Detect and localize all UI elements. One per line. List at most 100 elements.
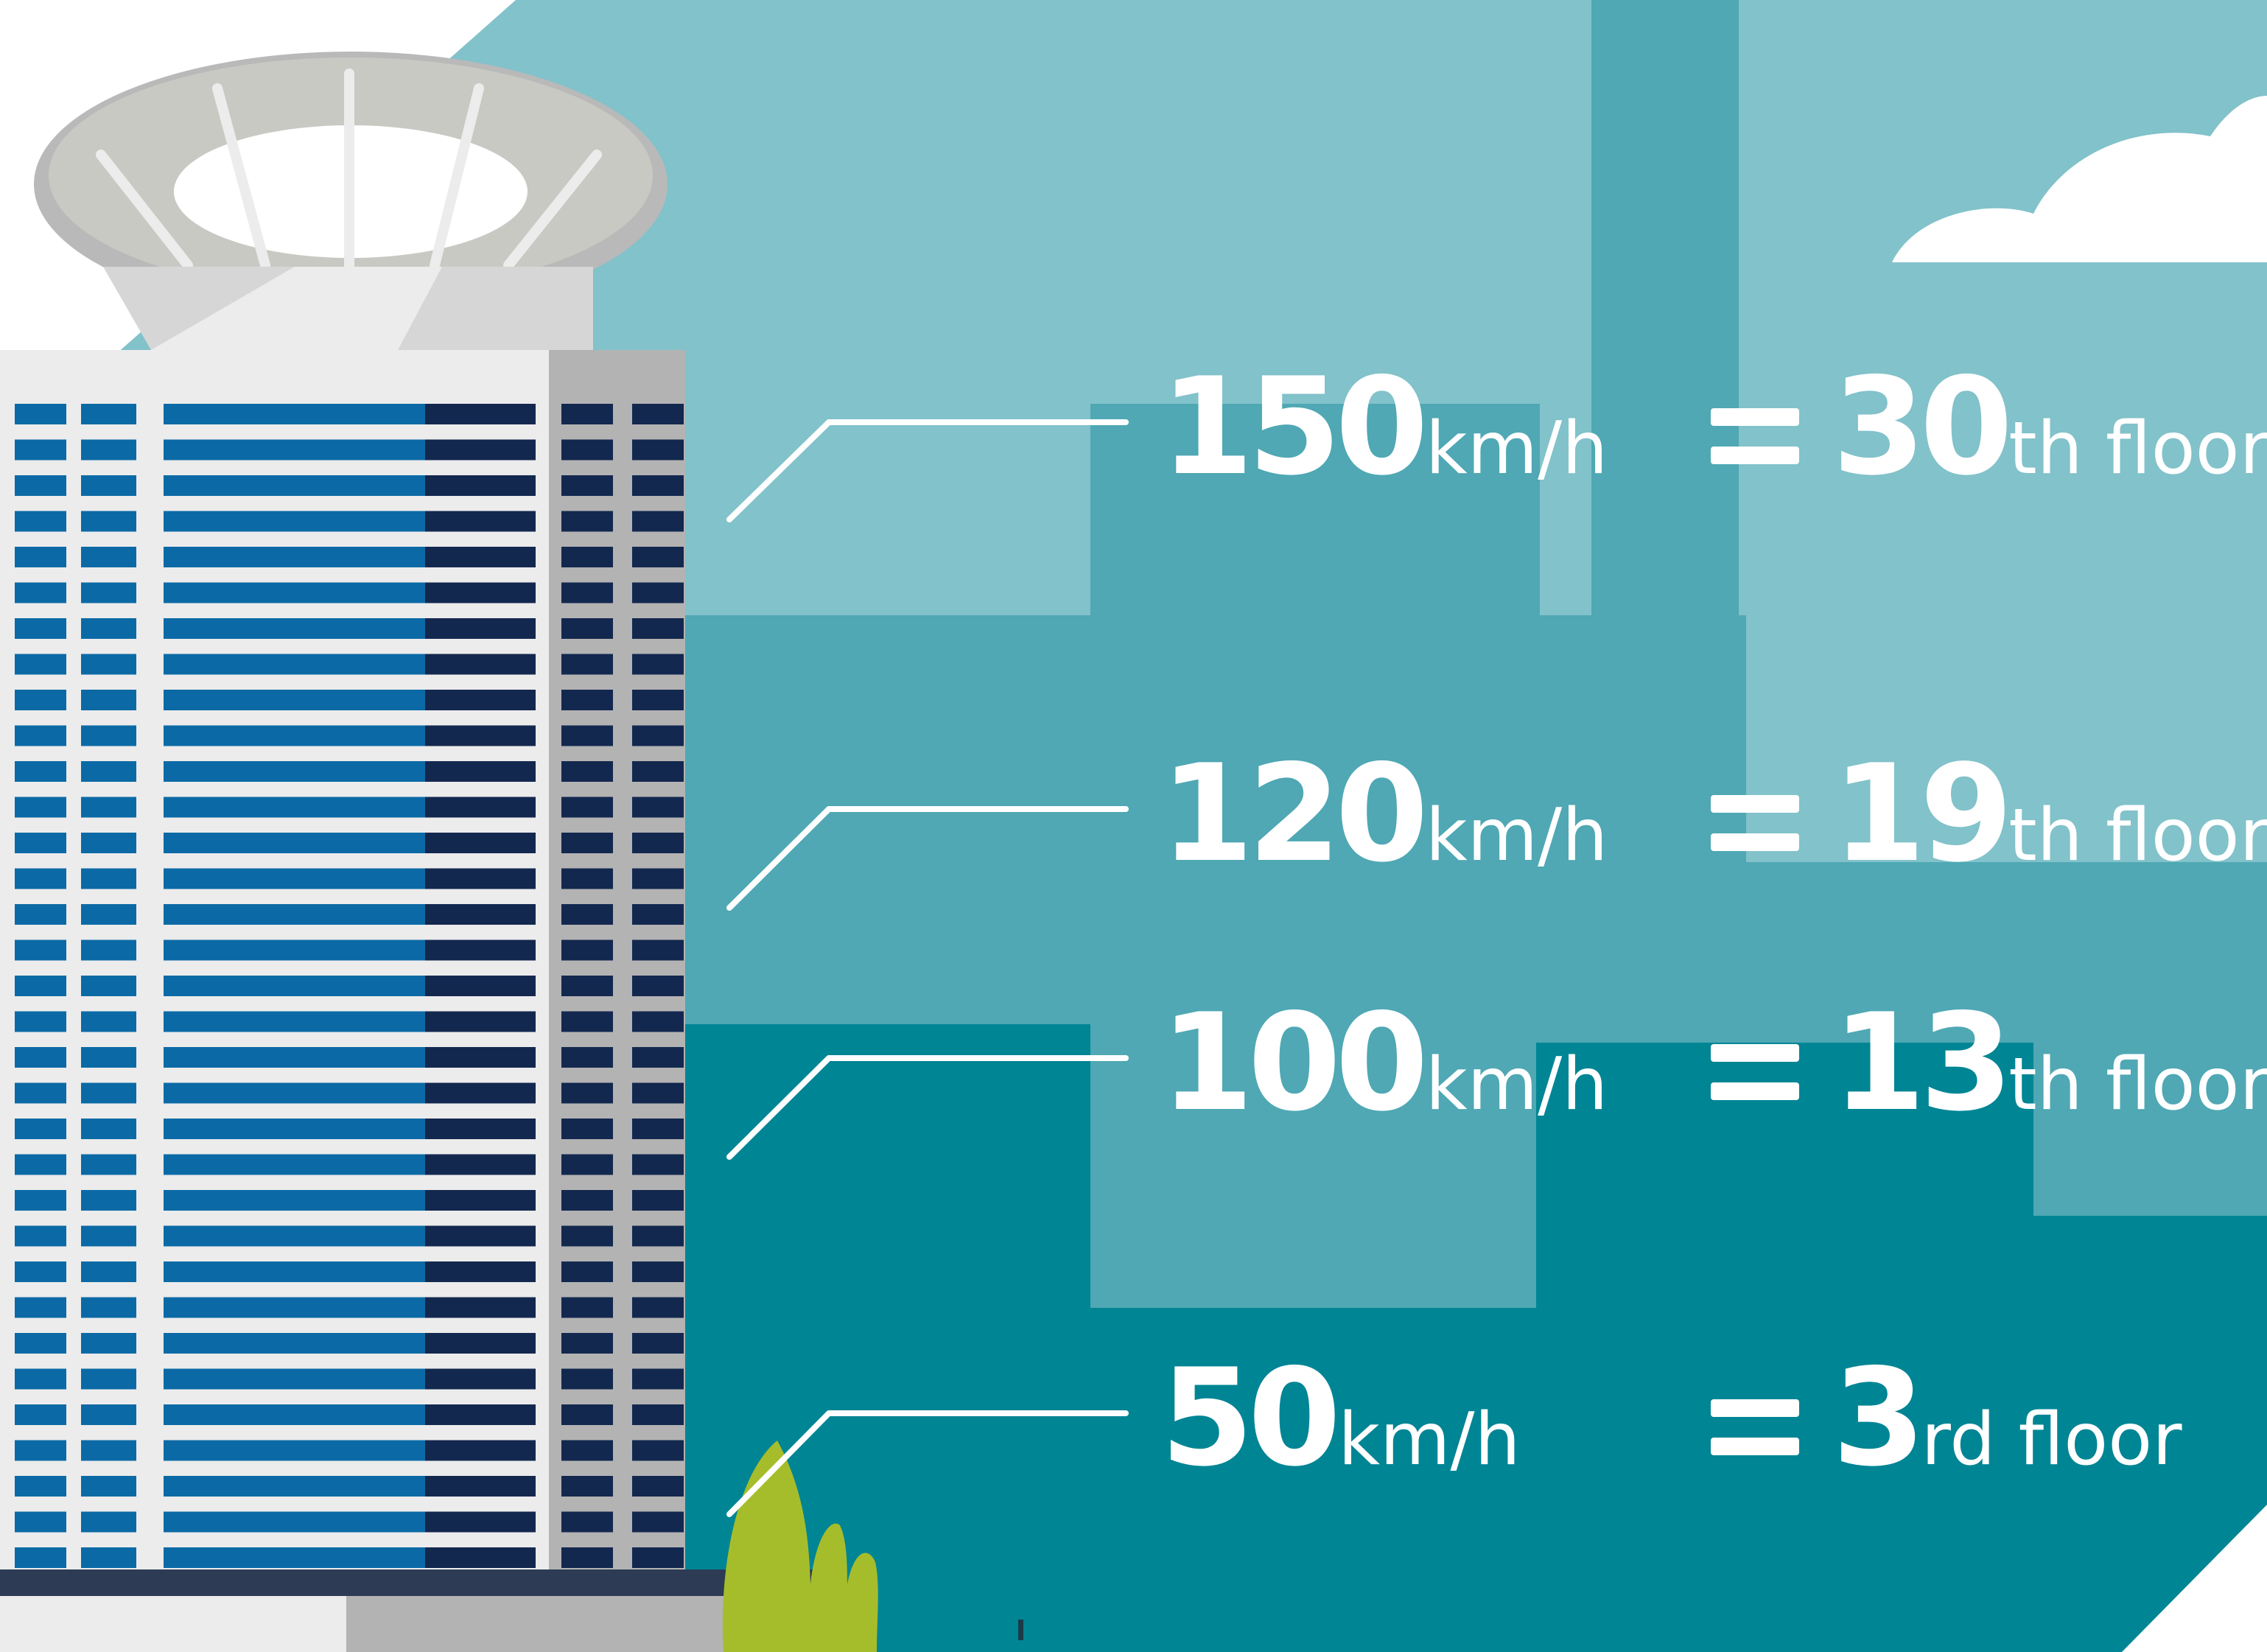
equals-sign	[1711, 795, 1799, 851]
tower-window-strip	[164, 404, 425, 424]
tower-window	[632, 582, 684, 603]
tower-window-strip	[164, 1119, 425, 1139]
cloud	[1892, 96, 2267, 262]
callout-lines	[726, 419, 1129, 1517]
tower-window	[15, 439, 66, 461]
tower-window	[15, 475, 66, 496]
tower-window	[632, 1261, 684, 1282]
equals-sign	[1711, 1399, 1799, 1455]
tower-window-strip	[425, 976, 536, 996]
tower-window	[15, 725, 66, 746]
tower-window	[81, 511, 136, 532]
tower-window	[561, 1368, 613, 1390]
tower-window-strip	[425, 1225, 536, 1247]
tower-window-strip	[425, 868, 536, 889]
speed-unit: km/h	[1425, 1043, 1608, 1127]
tower-window	[561, 833, 613, 853]
speed-unit: km/h	[1338, 1398, 1521, 1482]
tower-window-strip	[425, 618, 536, 639]
tower-window	[15, 976, 66, 996]
tower-window-strip	[425, 582, 536, 603]
tower-window-strip	[164, 1047, 425, 1068]
antenna-spokes	[96, 69, 602, 270]
tower-window	[81, 1190, 136, 1211]
tower-window-strip	[164, 725, 425, 746]
tower-window-strip	[425, 939, 536, 961]
tower-window	[15, 1225, 66, 1247]
tower-window-strip	[425, 1011, 536, 1032]
tower-window-strip	[164, 439, 425, 461]
tower-window	[81, 904, 136, 925]
tower-window	[15, 1154, 66, 1175]
tower-window	[15, 511, 66, 532]
speed-value: 120	[1160, 735, 1429, 892]
tower-window	[15, 1190, 66, 1211]
tower-window-strip	[425, 725, 536, 746]
tower-window	[561, 1190, 613, 1211]
tower-window	[15, 1011, 66, 1032]
tower-window	[561, 1261, 613, 1282]
tower-window-strip	[164, 797, 425, 818]
tower-window	[561, 1547, 613, 1568]
tower-window	[632, 904, 684, 925]
tower-window-strip	[164, 1225, 425, 1247]
tower-window	[81, 618, 136, 639]
tower-window	[632, 976, 684, 996]
tower-window-strip	[425, 404, 536, 424]
tower-window	[561, 1476, 613, 1497]
tower-window-strip	[425, 1119, 536, 1139]
sky-corner-bottom-right	[2122, 1505, 2267, 1652]
equals-bar-top	[1711, 1044, 1799, 1062]
tower-window	[561, 1297, 613, 1318]
tower-window-strip	[425, 1440, 536, 1461]
tower-window	[81, 654, 136, 675]
tower-window-strip	[425, 904, 536, 925]
callout-line-150	[726, 419, 1129, 522]
tower-window-strip	[425, 475, 536, 496]
tower-window	[632, 1547, 684, 1568]
tower-window-strip	[425, 1476, 536, 1497]
tower-window	[15, 547, 66, 567]
tower-window-strip	[425, 1154, 536, 1175]
tower-window-strip	[164, 1261, 425, 1282]
tower-window	[81, 868, 136, 889]
tower-window	[81, 939, 136, 961]
tower-window-strip	[164, 904, 425, 925]
tower-window	[15, 761, 66, 782]
tower-window	[561, 404, 613, 424]
tower-window	[561, 1011, 613, 1032]
floor-suffix: rd floor	[1921, 1398, 2182, 1482]
tower-window	[632, 439, 684, 461]
tower-window	[561, 761, 613, 782]
tower-window	[81, 1297, 136, 1318]
equals-bar-bottom	[1711, 833, 1799, 851]
tower-window	[15, 1511, 66, 1533]
speed-row-100: 100km/h 13th floor	[0, 967, 2267, 1130]
tower-window	[632, 1440, 684, 1461]
tower-window	[81, 1119, 136, 1139]
tower-window	[632, 1047, 684, 1068]
tower-window-strip	[164, 547, 425, 567]
tower-window	[561, 1511, 613, 1533]
tower-window	[15, 1119, 66, 1139]
tower-window-strip	[164, 1404, 425, 1425]
tower-window	[632, 1190, 684, 1211]
tower-window	[561, 475, 613, 496]
tower-window	[632, 1404, 684, 1425]
tower-window	[15, 1368, 66, 1390]
tower-window	[15, 1047, 66, 1068]
tower-window	[15, 582, 66, 603]
tower-window-strip	[164, 1476, 425, 1497]
tower-window-strip	[425, 1511, 536, 1533]
speed-value: 100	[1160, 984, 1429, 1141]
person	[1018, 1620, 1023, 1640]
speed-row-150: 150km/h 30th floor	[0, 332, 2267, 494]
tower-window-strip	[164, 511, 425, 532]
tower-window-strip	[425, 654, 536, 675]
tower-window	[561, 654, 613, 675]
tower-window	[15, 690, 66, 710]
tower-window-strip	[164, 1190, 425, 1211]
floor-suffix: th floor	[2008, 794, 2267, 878]
tower-window	[632, 761, 684, 782]
